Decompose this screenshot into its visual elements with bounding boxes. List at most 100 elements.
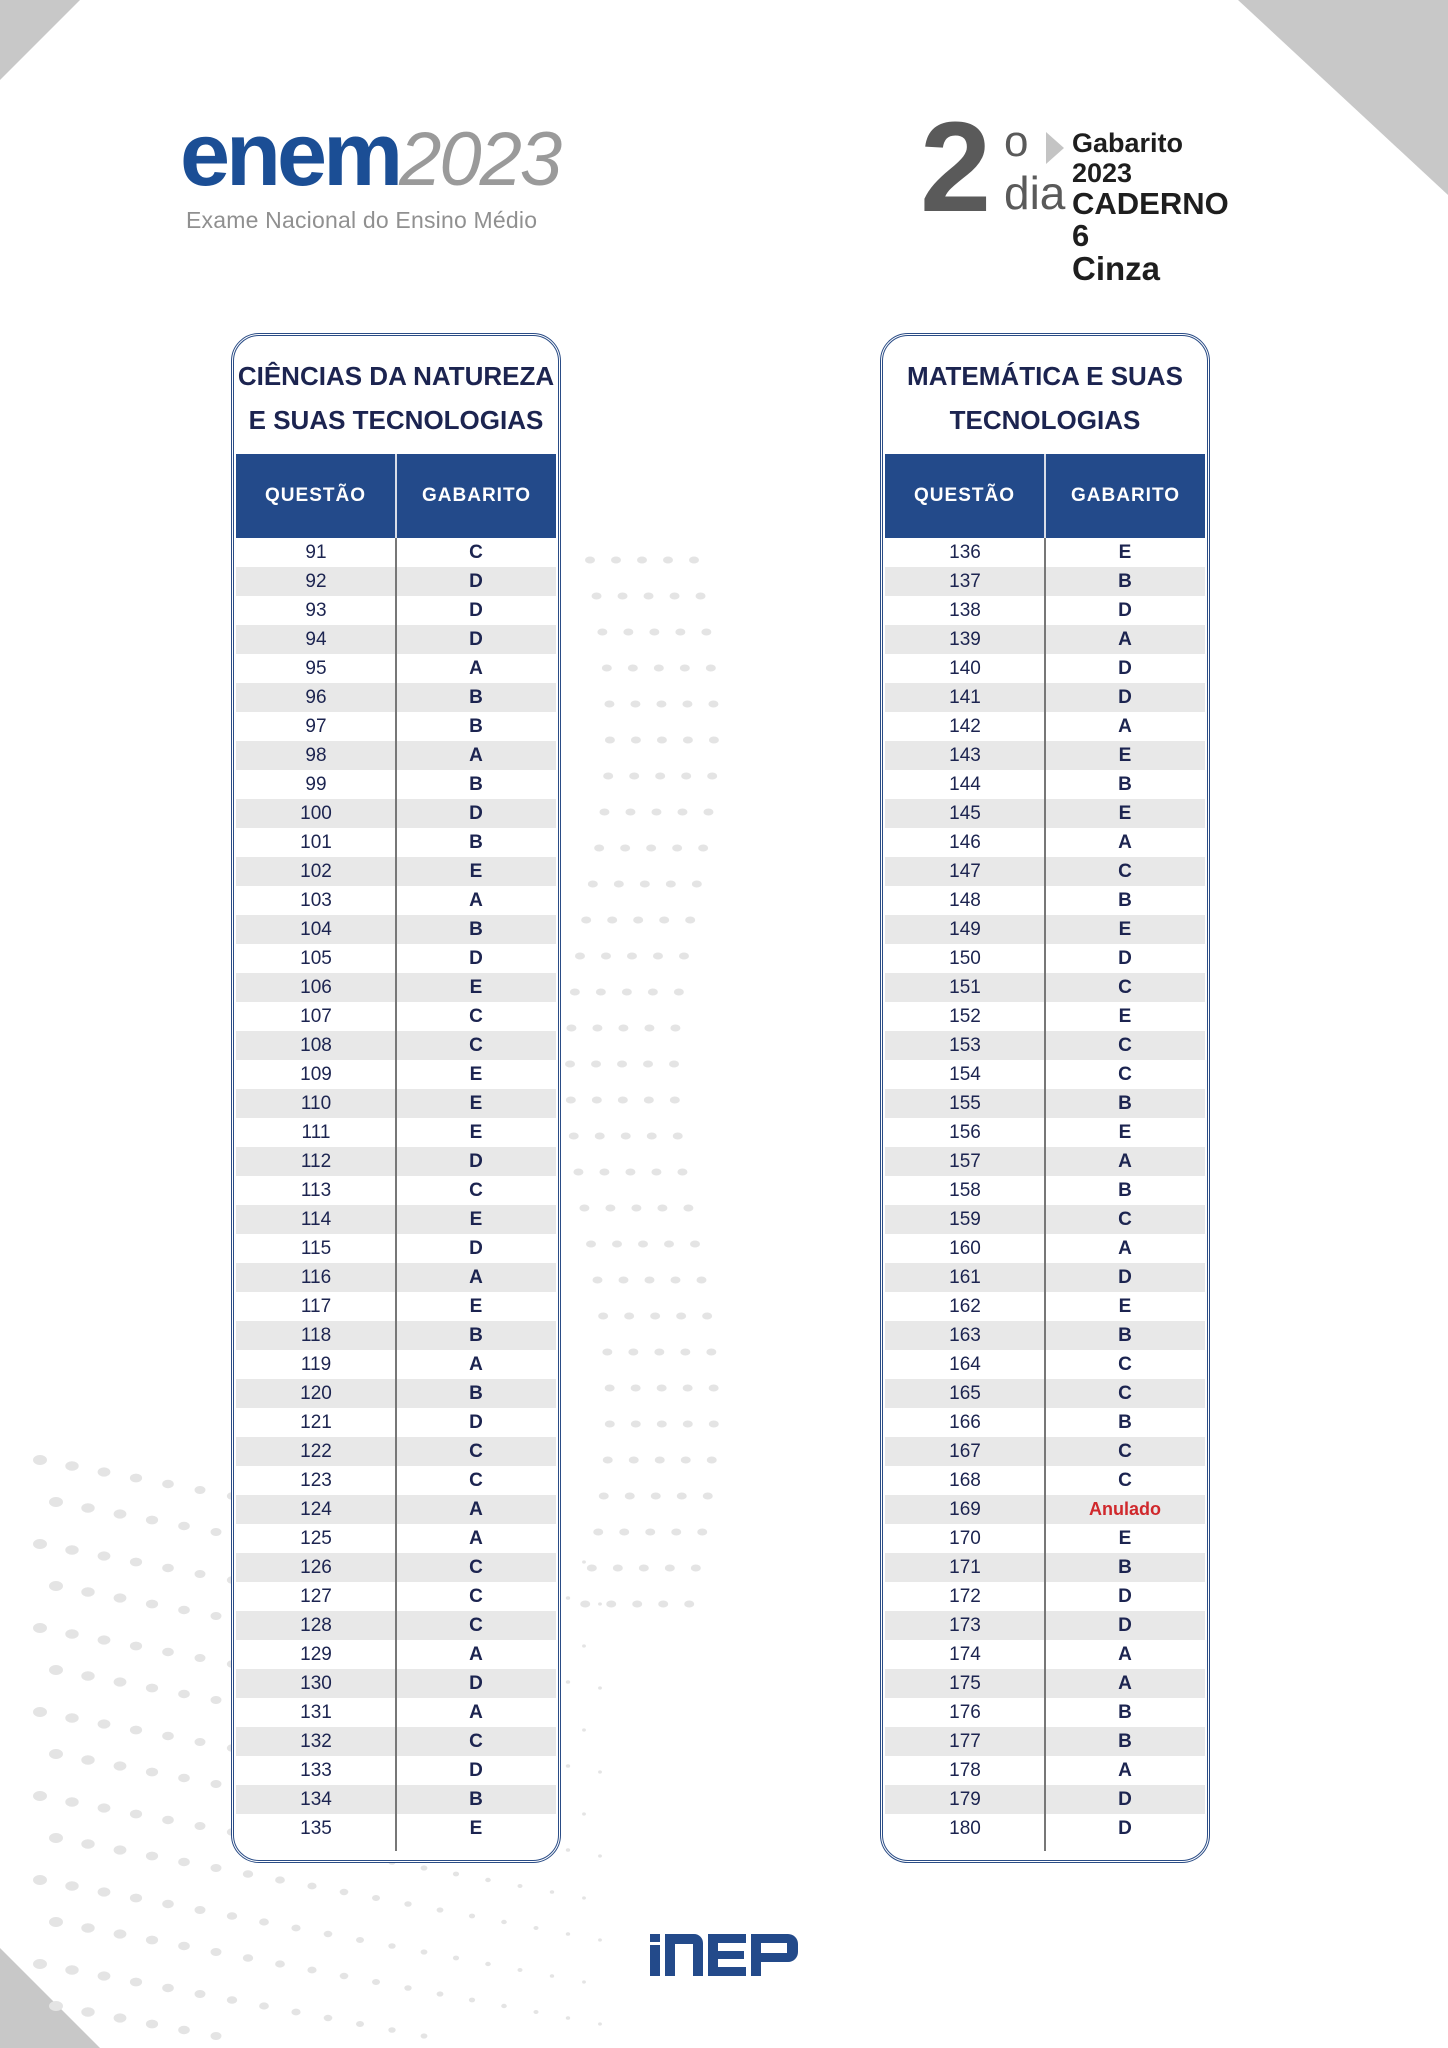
answer-letter: B: [1118, 1092, 1132, 1114]
answer-letter: E: [469, 1817, 483, 1839]
answer-letter: A: [469, 657, 483, 679]
answer-table-mathematics: MATEMÁTICA E SUAS TECNOLOGIAS QUESTÃO GA…: [880, 333, 1210, 1863]
answer-letter: B: [469, 686, 483, 708]
question-number: 127: [300, 1585, 332, 1607]
table-row: 92 D: [236, 567, 556, 596]
answer-letter: E: [469, 1121, 483, 1143]
answer-letter: A: [469, 1643, 483, 1665]
answer-key-year: Gabarito 2023: [1072, 128, 1184, 188]
table-row: 146 A: [885, 828, 1205, 857]
answer-letter: D: [469, 802, 483, 824]
table-row: 168 C: [885, 1466, 1205, 1495]
table-row: 141 D: [885, 683, 1205, 712]
table-row: 179 D: [885, 1785, 1205, 1814]
question-number: 164: [949, 1353, 981, 1375]
answer-letter: E: [1118, 918, 1132, 940]
question-number: 121: [300, 1411, 332, 1433]
table-row: 135 E: [236, 1814, 556, 1843]
question-number: 141: [949, 686, 981, 708]
question-number: 102: [300, 860, 332, 882]
question-number: 134: [300, 1788, 332, 1810]
answer-letter: A: [1118, 1150, 1132, 1172]
annulled-answer: Anulado: [1089, 1499, 1161, 1519]
question-number: 142: [949, 715, 981, 737]
question-number: 130: [300, 1672, 332, 1694]
answer-letter: D: [469, 1411, 483, 1433]
table-row: 133 D: [236, 1756, 556, 1785]
answer-letter: C: [1118, 1034, 1132, 1056]
table-row: 127 C: [236, 1582, 556, 1611]
question-number: 109: [300, 1063, 332, 1085]
answer-letter: E: [1118, 1527, 1132, 1549]
question-number: 118: [300, 1324, 332, 1346]
answer-letter: E: [1118, 541, 1132, 563]
question-number: 122: [300, 1440, 332, 1462]
question-number: 103: [300, 889, 332, 911]
table-row: 94 D: [236, 625, 556, 654]
day-word: dia: [1004, 167, 1066, 219]
answer-letter: C: [1118, 1440, 1132, 1462]
question-number: 92: [305, 570, 327, 592]
table-row: 93 D: [236, 596, 556, 625]
table-row: 114 E: [236, 1205, 556, 1234]
answer-letter: D: [1118, 1788, 1132, 1810]
question-number: 100: [300, 802, 332, 824]
table-row: 106 E: [236, 973, 556, 1002]
answer-letter: D: [469, 947, 483, 969]
answer-letter: E: [1118, 744, 1132, 766]
table-row: 134 B: [236, 1785, 556, 1814]
play-arrow-icon: [1046, 132, 1064, 164]
question-number: 101: [300, 831, 332, 853]
question-number: 135: [300, 1817, 332, 1839]
table-row: 131 A: [236, 1698, 556, 1727]
question-number: 125: [300, 1527, 332, 1549]
answer-letter: D: [469, 1237, 483, 1259]
table-row: 110 E: [236, 1089, 556, 1118]
table-title-line2: E SUAS TECNOLOGIAS: [248, 405, 544, 435]
booklet-info: Gabarito 2023 CADERNO 6 Cinza: [1072, 128, 1229, 286]
question-number: 95: [305, 657, 327, 679]
answer-letter: A: [469, 889, 483, 911]
table-row: 153 C: [885, 1031, 1205, 1060]
table-row: 107 C: [236, 1002, 556, 1031]
answer-letter: C: [1118, 1353, 1132, 1375]
table-row: 145 E: [885, 799, 1205, 828]
table-row: 166 B: [885, 1408, 1205, 1437]
question-number: 143: [949, 744, 981, 766]
question-number: 159: [949, 1208, 981, 1230]
table-row: 91 C: [236, 538, 556, 567]
answer-letter: D: [1118, 1585, 1132, 1607]
table-row: 172 D: [885, 1582, 1205, 1611]
question-number: 110: [300, 1092, 332, 1114]
question-number: 148: [949, 889, 981, 911]
question-number: 160: [949, 1237, 981, 1259]
answer-letter: E: [469, 976, 483, 998]
table-row: 164 C: [885, 1350, 1205, 1379]
question-number: 166: [949, 1411, 981, 1433]
question-number: 91: [305, 541, 327, 563]
answer-letter: C: [469, 1730, 483, 1752]
enem-year: 2023: [399, 117, 562, 202]
table-row: 161 D: [885, 1263, 1205, 1292]
column-header-answer: GABARITO: [1044, 454, 1205, 538]
answer-letter: E: [469, 1208, 483, 1230]
question-number: 145: [949, 802, 981, 824]
table-row: 124 A: [236, 1495, 556, 1524]
answer-letter: D: [1118, 686, 1132, 708]
table-row: 142 A: [885, 712, 1205, 741]
table-title: CIÊNCIAS DA NATUREZA E SUAS TECNOLOGIAS: [234, 336, 558, 454]
question-number: 173: [949, 1614, 981, 1636]
table-row: 105 D: [236, 944, 556, 973]
table-row: 95 A: [236, 654, 556, 683]
answer-letter: C: [1118, 1469, 1132, 1491]
table-row: 100 D: [236, 799, 556, 828]
question-number: 158: [949, 1179, 981, 1201]
question-number: 117: [300, 1295, 332, 1317]
question-number: 180: [949, 1817, 981, 1839]
table-title-line1: CIÊNCIAS DA NATUREZA: [237, 361, 555, 391]
question-number: 133: [300, 1759, 332, 1781]
answer-letter: A: [1118, 1237, 1132, 1259]
answer-letter: A: [1118, 831, 1132, 853]
answer-letter: E: [469, 860, 483, 882]
table-row: 111 E: [236, 1118, 556, 1147]
